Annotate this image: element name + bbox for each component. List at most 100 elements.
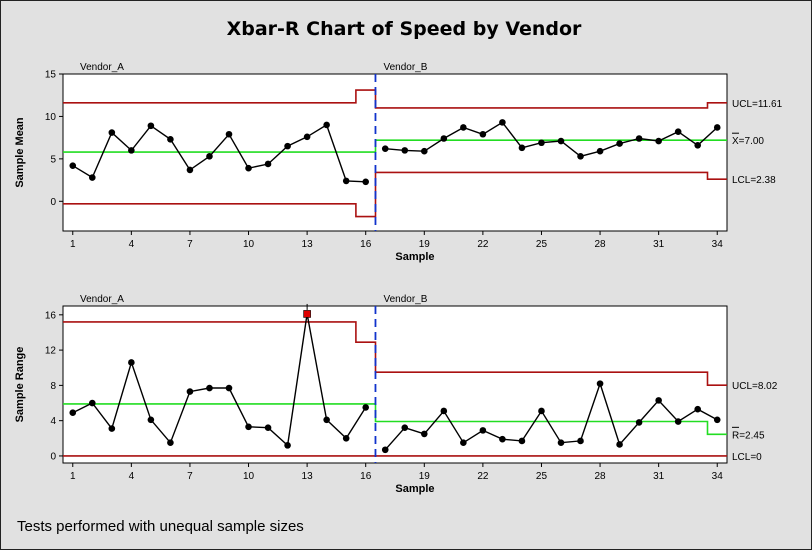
xbar-data-point (245, 164, 252, 172)
range-ytick-label: 12 (45, 346, 57, 357)
range-xtick-label: 13 (302, 471, 314, 482)
xbar-stage-label: Vendor_A (80, 62, 124, 73)
range-xtick-label: 28 (594, 471, 606, 482)
range-data-series (69, 303, 721, 454)
range-xtick-label: 16 (360, 471, 372, 482)
xbar-data-point (499, 119, 506, 126)
xbar-xtick-label: 10 (243, 239, 255, 250)
xbar-xtick-label: 22 (477, 239, 489, 250)
range-xtick-label: 7 (187, 471, 193, 482)
range-data-point (479, 427, 487, 434)
xbar-data-point (108, 129, 116, 136)
xbar-labels: 0 5 10 15 1 4 7 10 13 16 19 22 25 28 31 34 Sample Sample … (14, 62, 783, 263)
range-series-line-stage-b (384, 381, 718, 451)
range-xtick-label: 34 (712, 471, 724, 482)
range-data-point (128, 359, 135, 366)
range-ytick-label: 0 (50, 451, 56, 462)
xbar-data-point (401, 147, 409, 154)
range-labels: 0 4 8 12 16 1 4 7 10 13 16 19 22 25 28 31 34 Sample Sample… (14, 294, 778, 495)
range-data-point (167, 439, 174, 447)
xbar-data-point (69, 162, 77, 169)
chart-title: Xbar-R Chart of Speed by Vendor (227, 18, 582, 40)
range-data-point (674, 418, 682, 425)
range-data-point (186, 388, 194, 395)
range-data-point (342, 435, 350, 442)
range-xtick-label: 19 (419, 471, 431, 482)
range-ucl-line (63, 321, 727, 386)
xbar-data-point (674, 128, 682, 136)
xbar-data-point (518, 144, 526, 152)
range-panel: 0 4 8 12 16 1 4 7 10 13 16 19 22 25 28 31 34 Sample Sample… (14, 294, 778, 495)
xbar-data-point (284, 142, 291, 150)
xbar-data-point (128, 147, 135, 154)
xbar-data-point (655, 137, 662, 145)
range-y-axis-label: Sample Range (14, 347, 26, 423)
xbar-data-point (479, 130, 487, 138)
range-x-axis-label: Sample (395, 483, 434, 495)
range-data-point (401, 424, 409, 432)
xbar-stage-label: Vendor_B (383, 62, 427, 73)
footnote: Tests performed with unequal sample size… (17, 518, 304, 535)
range-data-point (596, 380, 604, 387)
xbar-ucl-line (63, 89, 727, 109)
range-data-point (245, 423, 252, 431)
xbar-series-line-stage-b (385, 121, 718, 158)
range-data-point (655, 397, 662, 404)
range-data-point (88, 399, 96, 407)
xbar-data-point (167, 136, 174, 143)
range-data-point (440, 407, 448, 415)
xbar-lcl-label: LCL=2.38 (732, 175, 776, 186)
range-xtick-label: 1 (70, 471, 76, 482)
xbar-y-axis-label: Sample Mean (14, 117, 26, 188)
range-data-point (420, 430, 428, 438)
xbar-ytick-label: 10 (45, 112, 57, 123)
xbar-data-point (460, 124, 467, 131)
xbar-data-point (362, 178, 370, 186)
xbar-ytick-label: 15 (45, 70, 57, 81)
xbar-panel: 0 5 10 15 1 4 7 10 13 16 19 22 25 28 31 34 Sample Sample … (14, 62, 783, 263)
xbar-xtick-label: 19 (419, 239, 431, 250)
range-data-point (381, 446, 389, 454)
xbar-data-point (577, 153, 584, 160)
xbar-data-point (616, 140, 623, 147)
range-data-point (577, 437, 584, 445)
xbar-xtick-label: 7 (187, 239, 193, 250)
range-xtick-label: 4 (129, 471, 135, 482)
xbar-data-point (557, 137, 565, 145)
range-data-point (225, 384, 233, 392)
xbar-data-point (440, 135, 448, 142)
xbar-xtick-label: 1 (70, 239, 76, 250)
xbar-xtick-label: 13 (302, 239, 314, 250)
range-data-point (557, 439, 565, 447)
xbar-xtick-label: 34 (712, 239, 724, 250)
xbar-ytick-label: 5 (50, 154, 56, 165)
xbar-data-point (323, 121, 330, 129)
xbar-data-point (381, 145, 389, 152)
range-data-point (206, 384, 213, 392)
xbar-data-point (713, 124, 721, 131)
range-data-point (284, 442, 291, 449)
range-limit-lines (63, 306, 727, 463)
range-ytick-label: 16 (45, 310, 57, 321)
range-data-point (713, 416, 721, 424)
xbar-center-label: X=7.00 (732, 136, 764, 147)
xbar-limit-lines (63, 74, 727, 231)
xbar-center-line (63, 139, 727, 153)
xbar-data-point (147, 122, 155, 130)
xbar-xtick-label: 4 (129, 239, 135, 250)
xbar-data-point (420, 147, 428, 155)
xbar-ytick-label: 0 (50, 197, 56, 208)
xbar-xtick-label: 16 (360, 239, 372, 250)
range-ytick-label: 8 (50, 381, 56, 392)
range-data-point (147, 416, 155, 424)
range-data-point (264, 424, 272, 432)
xbar-data-point (225, 130, 233, 138)
range-center-label: R=2.45 (732, 430, 765, 441)
xbar-ucl-label: UCL=11.61 (732, 99, 783, 110)
range-data-point (108, 425, 116, 432)
range-data-point (362, 404, 370, 411)
range-xtick-label: 22 (477, 471, 489, 482)
range-data-point (460, 439, 467, 447)
range-lcl-label: LCL=0 (732, 452, 762, 463)
